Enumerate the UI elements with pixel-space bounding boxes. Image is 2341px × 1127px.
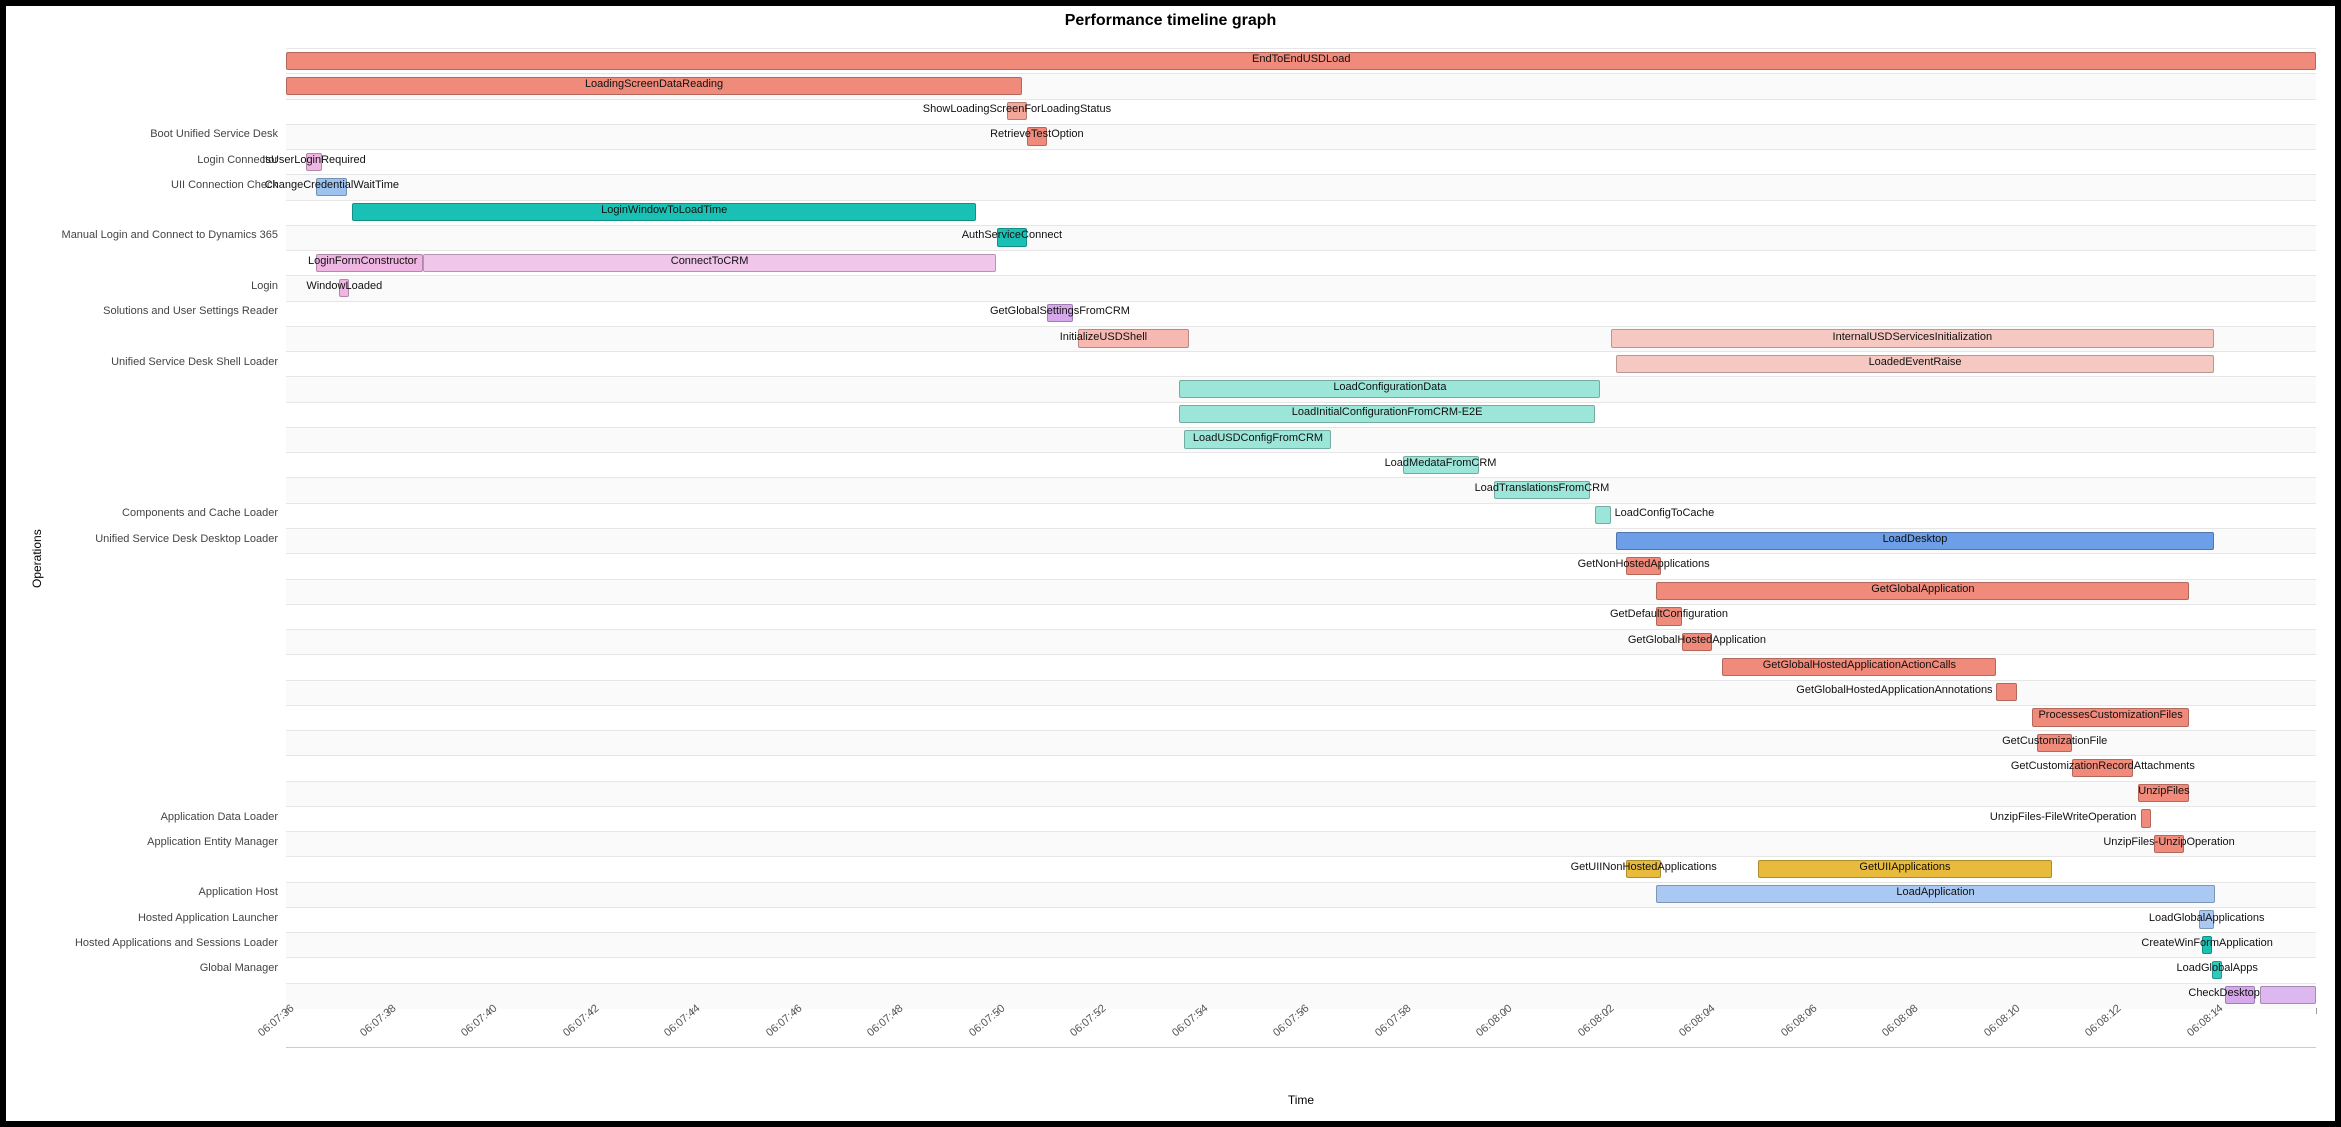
timeline-bar[interactable] [1027, 127, 1047, 145]
timeline-bar[interactable] [306, 153, 321, 171]
plot-bottom-line [286, 1047, 2316, 1048]
timeline-bar[interactable] [2032, 708, 2189, 726]
grid-row [286, 452, 2316, 478]
timeline-bar[interactable] [1626, 860, 1662, 878]
grid-row [286, 755, 2316, 781]
y-category-label: Application Entity Manager [147, 836, 286, 848]
timeline-bar[interactable] [339, 279, 349, 297]
y-category-label: Hosted Applications and Sessions Loader [75, 937, 286, 949]
timeline-bar[interactable] [316, 254, 423, 272]
y-category-label: Global Manager [200, 962, 286, 974]
timeline-bar[interactable] [2154, 835, 2184, 853]
y-category-label: Application Data Loader [161, 811, 286, 823]
grid-row [286, 604, 2316, 630]
chart-frame: Performance timeline graph Operations Bo… [0, 0, 2341, 1127]
y-category-label: UII Connection Check [171, 179, 286, 191]
grid-row [286, 831, 2316, 857]
timeline-bar[interactable] [1758, 860, 2052, 878]
grid-row [286, 806, 2316, 832]
grid-row [286, 477, 2316, 503]
timeline-bar[interactable] [1626, 557, 1662, 575]
y-category-label: Hosted Application Launcher [138, 912, 286, 924]
timeline-bar[interactable] [1656, 582, 2189, 600]
timeline-bar[interactable] [286, 77, 1022, 95]
grid-row [286, 730, 2316, 756]
grid-row [286, 932, 2316, 958]
timeline-bar[interactable] [1682, 633, 1712, 651]
timeline-bar[interactable] [1007, 102, 1027, 120]
timeline-bar[interactable] [1996, 683, 2016, 701]
timeline-bar[interactable] [2199, 910, 2214, 928]
grid-row [286, 629, 2316, 655]
grid-row [286, 907, 2316, 933]
grid-row [286, 503, 2316, 529]
timeline-bar[interactable] [316, 178, 346, 196]
grid-row [286, 174, 2316, 200]
y-category-label: Components and Cache Loader [122, 507, 286, 519]
y-category-label: Manual Login and Connect to Dynamics 365 [62, 229, 286, 241]
x-tick-label: 06:07:36 [256, 1002, 297, 1039]
y-category-label: Unified Service Desk Shell Loader [111, 356, 286, 368]
timeline-bar[interactable] [1616, 355, 2215, 373]
grid-row [286, 124, 2316, 150]
y-category-label: Unified Service Desk Desktop Loader [95, 533, 286, 545]
timeline-bar[interactable] [2072, 759, 2133, 777]
y-category-label: Boot Unified Service Desk [150, 128, 286, 140]
y-category-label: Application Host [199, 886, 287, 898]
timeline-bar[interactable] [352, 203, 976, 221]
grid-row [286, 149, 2316, 175]
timeline-bar[interactable] [1595, 506, 1610, 524]
timeline-bar[interactable] [1656, 885, 2214, 903]
grid-row [286, 654, 2316, 680]
timeline-bar[interactable] [2225, 986, 2255, 1004]
timeline-bar[interactable] [423, 254, 996, 272]
timeline-bar[interactable] [1184, 430, 1331, 448]
timeline-bar[interactable] [1656, 607, 1681, 625]
timeline-bar[interactable] [2202, 936, 2212, 954]
timeline-bar[interactable] [1616, 532, 2215, 550]
timeline-bar[interactable] [2037, 734, 2073, 752]
timeline-bar[interactable] [1494, 481, 1590, 499]
timeline-bar[interactable] [1722, 658, 1996, 676]
timeline-bar[interactable] [1047, 304, 1072, 322]
timeline-bar[interactable] [2260, 986, 2316, 1004]
grid-row [286, 275, 2316, 301]
timeline-bar[interactable] [1179, 405, 1595, 423]
timeline-bar[interactable] [997, 228, 1027, 246]
grid-row [286, 957, 2316, 983]
grid-row [286, 301, 2316, 327]
chart-title: Performance timeline graph [6, 12, 2335, 30]
timeline-bar[interactable] [2212, 961, 2222, 979]
y-axis-title: Operations [30, 529, 44, 588]
timeline-bar[interactable] [286, 52, 2316, 70]
y-category-label: Solutions and User Settings Reader [103, 305, 286, 317]
timeline-bar[interactable] [2141, 809, 2151, 827]
timeline-bar[interactable] [1179, 380, 1600, 398]
y-category-label: Login [251, 280, 286, 292]
grid-row [286, 553, 2316, 579]
grid-row [286, 781, 2316, 807]
timeline-bar[interactable] [1611, 329, 2215, 347]
timeline-bar[interactable] [2138, 784, 2189, 802]
grid-row [286, 225, 2316, 251]
y-category-label: Login Connector [197, 154, 286, 166]
x-axis-title: Time [286, 1093, 2316, 1107]
x-tick [2316, 1008, 2317, 1014]
timeline-bar[interactable] [1403, 456, 1479, 474]
grid-row [286, 99, 2316, 125]
grid-row [286, 705, 2316, 731]
plot-area: Boot Unified Service DeskLogin Connector… [286, 48, 2316, 1048]
timeline-bar[interactable] [1078, 329, 1190, 347]
